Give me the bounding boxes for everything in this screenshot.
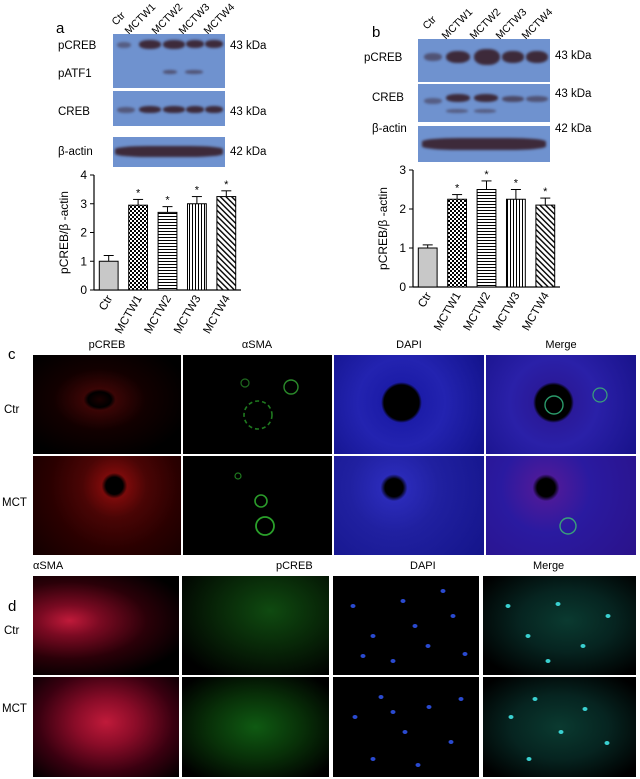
blot-label-beta-actin: β-actin xyxy=(58,146,93,158)
x-tick-label: MCTW4 xyxy=(520,290,552,333)
micrograph-mct-dapi xyxy=(333,677,479,777)
blot-label-beta-actin: β-actin xyxy=(372,123,407,135)
western-blot-pcreb xyxy=(113,34,225,88)
blot-label-creb: CREB xyxy=(58,106,90,118)
column-header: pCREB xyxy=(276,560,313,572)
bar-chart-b: 0 1 2 3 pCREB/β -actin Ctr * MCTW1 * MCTW2 * MCTW3 *… xyxy=(376,163,560,333)
x-tick-label: MCTW2 xyxy=(462,291,493,334)
bar-charts: 0 1 2 3 4 pCREB/β -actin Ctr * MCTW1 * MCTW2 * MCTW3… xyxy=(57,163,560,336)
western-blot-beta-actin xyxy=(418,126,550,162)
bar xyxy=(128,204,149,291)
row-label: MCT xyxy=(2,497,27,509)
y-tick-label: 0 xyxy=(399,280,406,294)
row-label: Ctr xyxy=(4,404,20,416)
column-header: Merge xyxy=(533,560,565,572)
row-label: Ctr xyxy=(4,625,20,637)
x-tick-label: MCTW3 xyxy=(172,294,203,337)
bar xyxy=(476,189,497,288)
x-tick-label: Ctr xyxy=(416,290,434,309)
bar xyxy=(216,196,237,291)
y-tick-label: 4 xyxy=(80,168,87,182)
micrograph-mct-dapi xyxy=(334,456,484,555)
western-blot-creb xyxy=(418,84,550,122)
micrograph-ctr-dapi xyxy=(334,355,484,454)
kda-label: 43 kDa xyxy=(555,50,592,62)
bar xyxy=(447,198,468,288)
significance-marker: * xyxy=(484,169,489,181)
panel-letter-b: b xyxy=(372,24,381,41)
y-tick-label: 0 xyxy=(80,283,87,297)
y-tick-label: 2 xyxy=(399,202,406,216)
western-blot-creb xyxy=(113,91,225,126)
panel-letter-c: c xyxy=(8,346,16,363)
micrograph-ctr-merge xyxy=(486,355,636,454)
column-header: DAPI xyxy=(396,339,422,351)
significance-marker: * xyxy=(165,195,170,207)
micrograph-mct-asma xyxy=(33,677,179,777)
bar xyxy=(535,204,556,288)
bar xyxy=(98,260,119,291)
row-label: MCT xyxy=(2,703,27,715)
bar xyxy=(186,203,207,291)
micrograph-mct-pcreb xyxy=(182,677,329,777)
y-tick-label: 2 xyxy=(80,226,87,240)
blot-label-pcreb: pCREB xyxy=(364,52,403,64)
y-tick-label: 3 xyxy=(80,197,87,211)
micrograph-mct-pcreb xyxy=(33,456,181,555)
kda-label: 43 kDa xyxy=(555,88,592,100)
y-tick-label: 1 xyxy=(399,241,406,255)
blot-label-patf1: pATF1 xyxy=(58,68,92,80)
significance-marker: * xyxy=(455,183,460,195)
y-axis-label: pCREB/β -actin xyxy=(376,187,390,270)
micrograph-mct-merge xyxy=(486,456,636,555)
micrograph-mct-asma xyxy=(183,456,332,555)
significance-marker: * xyxy=(543,186,548,198)
column-header: αSMA xyxy=(33,560,64,572)
bar-chart-a: 0 1 2 3 4 pCREB/β -actin Ctr * MCTW1 * MCTW2 * MCTW3… xyxy=(57,168,241,336)
bar xyxy=(417,247,438,288)
micrograph-ctr-asma xyxy=(33,576,179,675)
x-tick-label: MCTW3 xyxy=(491,291,522,334)
y-tick-label: 3 xyxy=(399,163,406,177)
significance-marker: * xyxy=(195,185,200,197)
x-tick-label: MCTW2 xyxy=(143,294,174,337)
significance-marker: * xyxy=(224,179,229,191)
column-header: Merge xyxy=(545,339,577,351)
x-tick-label: MCTW1 xyxy=(113,294,144,337)
micrograph-ctr-dapi xyxy=(333,576,479,675)
kda-label: 42 kDa xyxy=(230,146,267,158)
micrograph-ctr-asma xyxy=(183,355,332,454)
micrograph-ctr-pcreb xyxy=(33,355,181,454)
column-header: αSMA xyxy=(241,339,273,351)
significance-marker: * xyxy=(514,178,519,190)
kda-label: 43 kDa xyxy=(230,106,267,118)
western-blot-pcreb xyxy=(418,39,550,82)
panel-letter-a: a xyxy=(56,20,65,37)
column-header: pCREB xyxy=(88,339,126,351)
y-tick-label: 1 xyxy=(80,254,87,268)
bar xyxy=(505,198,526,288)
micrograph-ctr-pcreb xyxy=(182,576,329,675)
y-axis-label: pCREB/β -actin xyxy=(57,191,71,274)
column-header: DAPI xyxy=(410,560,436,572)
western-blot-beta-actin xyxy=(113,137,225,167)
panel-letter-d: d xyxy=(8,598,17,615)
blot-label-pcreb: pCREB xyxy=(58,40,97,52)
micrograph-mct-merge xyxy=(483,677,636,777)
x-tick-label: MCTW1 xyxy=(432,291,463,334)
x-tick-label: MCTW4 xyxy=(201,293,233,336)
significance-marker: * xyxy=(136,187,141,199)
kda-label: 42 kDa xyxy=(555,123,592,135)
blot-label-creb: CREB xyxy=(372,92,404,104)
x-tick-label: Ctr xyxy=(97,293,115,312)
micrograph-ctr-merge xyxy=(483,576,636,675)
kda-label: 43 kDa xyxy=(230,40,267,52)
bar xyxy=(157,211,178,291)
